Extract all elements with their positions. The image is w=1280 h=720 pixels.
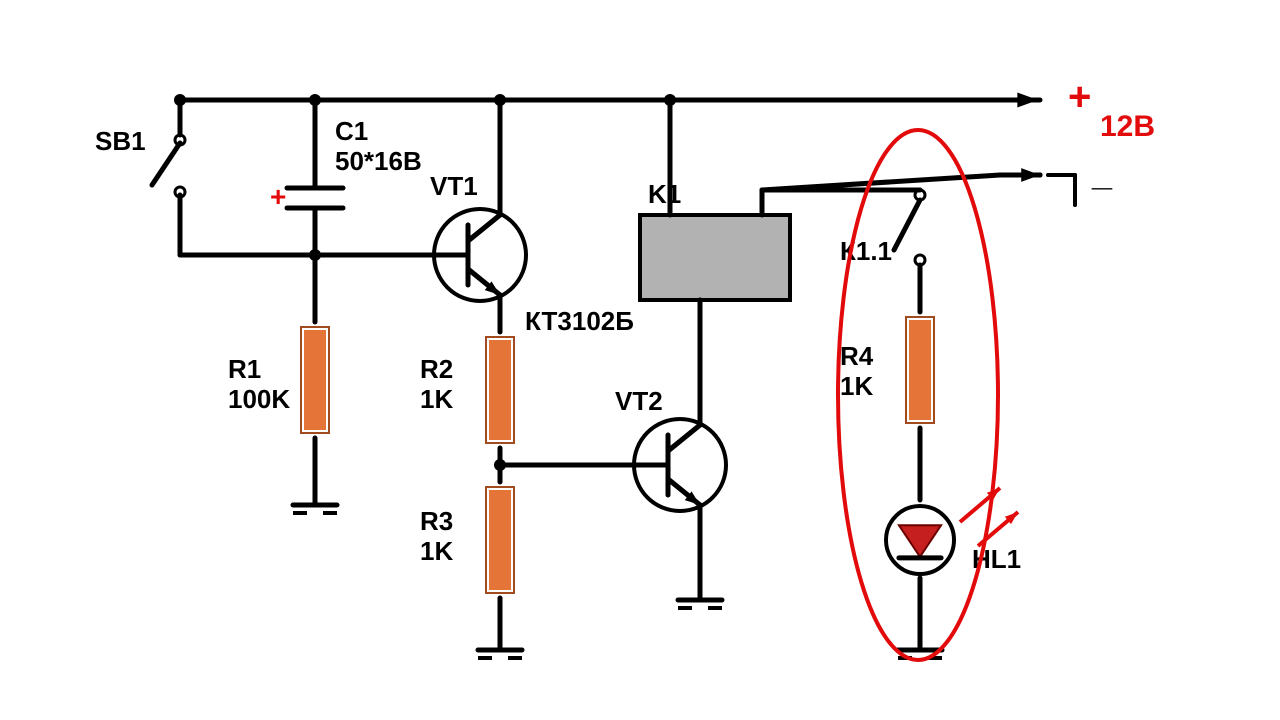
relay-k1 <box>640 215 790 300</box>
supply-plus: + <box>1068 75 1091 119</box>
supply-minus: _ <box>1091 152 1113 193</box>
c1-polarity: + <box>270 181 286 212</box>
k1-ref: K1 <box>648 179 681 209</box>
resistor-r3 <box>489 490 511 590</box>
r1-ref: R1 <box>228 354 261 384</box>
r2-value: 1K <box>420 384 453 414</box>
r1-value: 100K <box>228 384 290 414</box>
r4-value: 1K <box>840 371 873 401</box>
r4-ref: R4 <box>840 341 874 371</box>
resistor-r4 <box>909 320 931 420</box>
vt1-type: КТ3102Б <box>525 306 634 336</box>
r3-value: 1K <box>420 536 453 566</box>
vt2-ref: VT2 <box>615 386 663 416</box>
c1-ref: C1 <box>335 116 368 146</box>
supply-voltage: 12B <box>1100 110 1155 143</box>
r2-ref: R2 <box>420 354 453 384</box>
c1-value: 50*16B <box>335 146 422 176</box>
vt1-ref: VT1 <box>430 171 478 201</box>
resistor-r2 <box>489 340 511 440</box>
resistor-r1 <box>304 330 326 430</box>
r3-ref: R3 <box>420 506 453 536</box>
sb1-label: SB1 <box>95 126 146 156</box>
